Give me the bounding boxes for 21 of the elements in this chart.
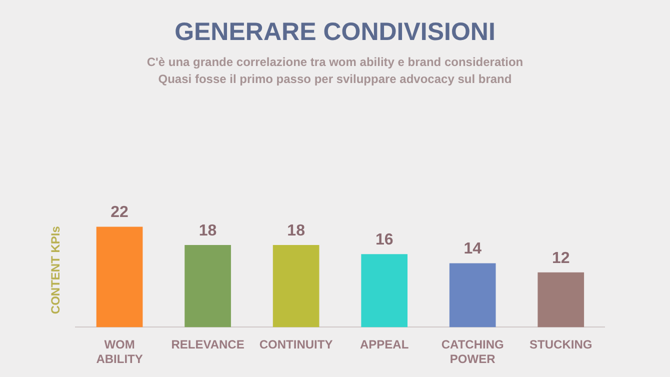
- x-tick-label: STUCKING: [530, 338, 592, 352]
- data-label: 18: [287, 222, 306, 240]
- data-label: 22: [110, 204, 129, 222]
- bar: [96, 226, 143, 328]
- x-tick-label: RELEVANCE: [171, 338, 244, 352]
- data-label: 14: [464, 240, 482, 258]
- chart-subtitle: C'è una grande correlazione tra wom ability e brand consideration Quasi fosse il primo passo per sviluppare advocacy sul brand: [146, 54, 524, 88]
- bar: [538, 272, 584, 328]
- data-label: 12: [552, 250, 570, 267]
- y-axis-title: CONTENT KPIs: [48, 226, 63, 314]
- x-tick-label: CATCHING POWER: [441, 338, 504, 366]
- data-label: 18: [198, 222, 217, 240]
- bar: [361, 254, 408, 328]
- bar: [449, 263, 496, 328]
- x-tick-label: WOM ABILITY: [96, 338, 143, 366]
- bar: [184, 244, 231, 328]
- data-label: 16: [375, 232, 394, 249]
- x-tick-label: CONTINUITY: [259, 338, 333, 352]
- bar: [272, 244, 320, 328]
- x-tick-label: APPEAL: [360, 338, 409, 352]
- chart-title: GENERARE CONDIVISIONI: [174, 18, 496, 47]
